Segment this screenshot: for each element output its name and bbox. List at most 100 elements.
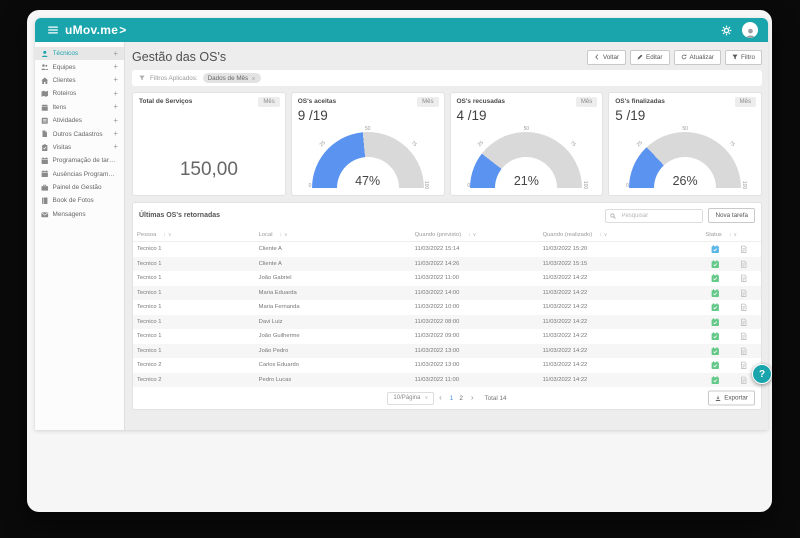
page-number-2[interactable]: 2 [459, 395, 463, 402]
chevron-down-icon[interactable]: ∨ [473, 232, 477, 238]
table-row[interactable]: Tecnico 1Maria Fernanda11/03/2022 10:001… [133, 300, 761, 315]
expand-plus-icon[interactable]: + [113, 76, 118, 84]
report-icon[interactable] [740, 318, 748, 327]
report-icon[interactable] [740, 303, 748, 312]
status-calendar-blue-icon[interactable] [711, 245, 720, 254]
chevron-down-icon[interactable]: ∨ [604, 232, 608, 238]
report-icon[interactable] [740, 347, 748, 356]
page-size-select[interactable]: 10/Página ∨ [387, 392, 434, 405]
report-icon[interactable] [740, 361, 748, 370]
status-calendar-green-icon[interactable] [711, 347, 720, 356]
column-header-quando-previsto[interactable]: Quando (previsto)↕∨ [415, 232, 543, 238]
report-icon[interactable] [740, 332, 748, 341]
sidebar-item-programacao-de-tarefas[interactable]: Programação de tarefas [35, 154, 124, 167]
expand-plus-icon[interactable]: + [113, 103, 118, 111]
sidebar-item-equipes[interactable]: Equipes+ [35, 60, 124, 73]
chevron-down-icon[interactable]: ∨ [284, 232, 288, 238]
close-icon[interactable] [251, 76, 256, 81]
expand-plus-icon[interactable]: + [113, 63, 118, 71]
column-header-status[interactable]: Status↕∨ [689, 232, 761, 238]
cell-local: João Gabriel [259, 275, 415, 281]
filtro-button[interactable]: Filtro [725, 50, 762, 65]
report-icon[interactable] [740, 260, 748, 269]
sidebar-item-label: Book de Fotos [53, 197, 94, 204]
status-calendar-green-icon[interactable] [711, 332, 720, 341]
sort-icon[interactable]: ↕ [280, 232, 283, 238]
report-icon[interactable] [740, 245, 748, 254]
sidebar-item-clientes[interactable]: Clientes + [35, 74, 124, 87]
table-row[interactable]: Tecnico 1Davi Luiz11/03/2022 08:0011/03/… [133, 315, 761, 330]
search-input[interactable] [619, 212, 698, 220]
back-icon [594, 54, 600, 60]
new-task-button[interactable]: Nova tarefa [708, 208, 755, 223]
report-icon[interactable] [740, 289, 748, 298]
status-calendar-green-icon[interactable] [711, 274, 720, 283]
table-row[interactable]: Tecnico 1João Guilherme11/03/2022 09:001… [133, 329, 761, 344]
cell-quando-realizado: 11/03/2022 15:20 [543, 246, 690, 252]
sidebar-item-label: Programação de tarefas [53, 157, 119, 164]
table-row[interactable]: Tecnico 1Cliente A11/03/2022 15:1411/03/… [133, 242, 761, 257]
app-header: uMov.me> [35, 18, 768, 42]
sidebar-item-outros-cadastros[interactable]: Outros Cadastros+ [35, 127, 124, 140]
column-header-quando-realizado[interactable]: Quando (realizado)↕∨ [543, 232, 690, 238]
sidebar-item-label: Roteiros [53, 90, 77, 97]
sidebar-item-roteiros[interactable]: Roteiros + [35, 87, 124, 100]
report-icon[interactable] [740, 376, 748, 385]
gauge-chart: 21% 0255075100 [470, 132, 582, 188]
cell-quando-previsto: 11/03/2022 13:00 [415, 348, 543, 354]
table-row[interactable]: Tecnico 1João Pedro11/03/2022 13:0011/03… [133, 344, 761, 359]
table-row[interactable]: Tecnico 2Carlos Eduardo11/03/2022 13:001… [133, 358, 761, 373]
clipboard-icon [41, 144, 49, 152]
atualizar-button[interactable]: Atualizar [674, 50, 722, 65]
sort-icon[interactable]: ↕ [468, 232, 471, 238]
gear-icon[interactable] [721, 25, 732, 36]
column-header-local[interactable]: Local↕∨ [259, 232, 415, 238]
cell-quando-previsto: 11/03/2022 14:00 [415, 290, 543, 296]
sort-icon[interactable]: ↕ [729, 232, 732, 238]
sidebar-item-itens[interactable]: Itens+ [35, 101, 124, 114]
prev-page-button[interactable]: ‹ [439, 394, 442, 402]
status-calendar-green-icon[interactable] [711, 289, 720, 298]
filter-chip-label: Dados de Mês [208, 75, 249, 82]
expand-plus-icon[interactable]: + [113, 130, 118, 138]
chevron-down-icon[interactable]: ∨ [733, 232, 737, 238]
status-calendar-green-icon[interactable] [711, 303, 720, 312]
help-button[interactable]: ? [752, 364, 772, 384]
sidebar-item-atividades[interactable]: Atividades+ [35, 114, 124, 127]
table-row[interactable]: Tecnico 1Maria Eduarda11/03/2022 14:0011… [133, 286, 761, 301]
expand-plus-icon[interactable]: + [113, 143, 118, 151]
next-page-button[interactable]: › [471, 394, 474, 402]
page-number-1[interactable]: 1 [450, 395, 454, 402]
sidebar-item-tecnicos[interactable]: Técnicos+ [35, 47, 124, 60]
table-row[interactable]: Tecnico 2Pedro Lucas11/03/2022 11:0011/0… [133, 373, 761, 388]
sidebar-item-mensagens[interactable]: Mensagens [35, 208, 124, 221]
report-icon[interactable] [740, 274, 748, 283]
sidebar-item-ausencias-programadas[interactable]: Ausências Programadas [35, 168, 124, 181]
gauge-tick-label: 50 [365, 126, 371, 132]
sort-icon[interactable]: ↕ [163, 232, 166, 238]
sidebar-item-label: Clientes [53, 77, 76, 84]
table-row[interactable]: Tecnico 1João Gabriel11/03/2022 11:0011/… [133, 271, 761, 286]
status-calendar-green-icon[interactable] [711, 376, 720, 385]
status-calendar-green-icon[interactable] [711, 318, 720, 327]
chevron-down-icon[interactable]: ∨ [168, 232, 172, 238]
sidebar-item-book-de-fotos[interactable]: Book de Fotos [35, 194, 124, 207]
editar-button[interactable]: Editar [630, 50, 669, 65]
expand-plus-icon[interactable]: + [113, 117, 118, 125]
status-calendar-green-icon[interactable] [711, 361, 720, 370]
expand-plus-icon[interactable]: + [113, 50, 118, 58]
expand-plus-icon[interactable]: + [113, 90, 118, 98]
sidebar-item-painel-de-gestao[interactable]: Painel de Gestão [35, 181, 124, 194]
card-os-aceitas: OS's aceitas Mês 9 /19 47% 0255075100 [291, 92, 445, 196]
export-button[interactable]: Exportar [708, 391, 755, 406]
gauge-chart: 47% 0255075100 [312, 132, 424, 188]
menu-icon[interactable] [47, 24, 59, 36]
avatar[interactable] [742, 22, 758, 38]
table-row[interactable]: Tecnico 1Cliente A11/03/2022 14:2611/03/… [133, 257, 761, 272]
filter-chip[interactable]: Dados de Mês [203, 73, 262, 83]
status-calendar-green-icon[interactable] [711, 260, 720, 269]
column-header-pessoa[interactable]: Pessoa↕∨ [137, 232, 259, 238]
voltar-button[interactable]: Voltar [587, 50, 626, 65]
sidebar-item-visitas[interactable]: Visitas+ [35, 141, 124, 154]
sort-icon[interactable]: ↕ [599, 232, 602, 238]
